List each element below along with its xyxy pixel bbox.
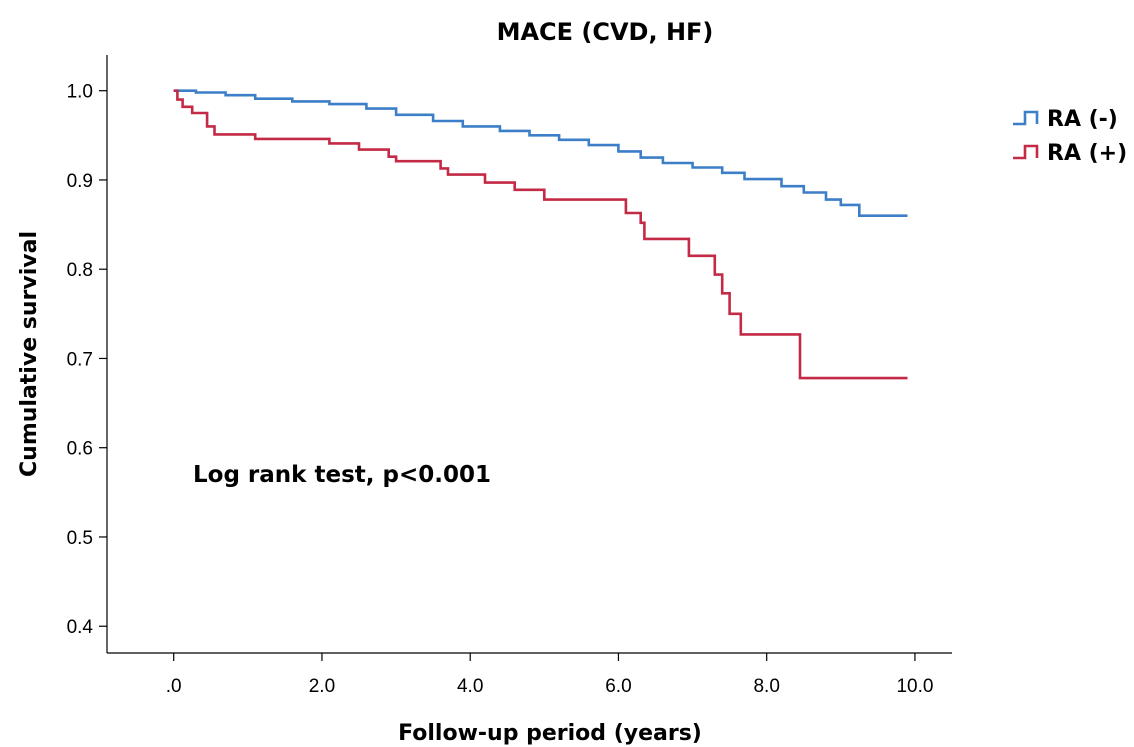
legend-label-ra-negative: RA (-) (1047, 107, 1118, 132)
x-tick-label: 2.0 (309, 676, 335, 697)
chart-title: MACE (CVD, HF) (497, 18, 714, 46)
x-tick-label: .0 (166, 676, 182, 697)
x-tick-label: 6.0 (605, 676, 631, 697)
x-ticks: .0 2.0 4.0 6.0 8.0 10.0 (166, 653, 933, 697)
legend-label-ra-positive: RA (+) (1047, 141, 1127, 166)
y-tick-label: 0.6 (67, 439, 93, 460)
y-tick-label: 0.9 (67, 171, 93, 192)
x-axis-label: Follow-up period (years) (398, 721, 702, 746)
y-axis-label: Cumulative survival (17, 231, 42, 477)
y-tick-label: 1.0 (67, 82, 93, 103)
x-tick-label: 10.0 (896, 676, 933, 697)
y-tick-label: 0.8 (67, 260, 93, 281)
series-line-ra-positive (173, 89, 908, 380)
y-tick-label: 0.7 (67, 349, 93, 370)
series-line-ra-negative (173, 89, 908, 217)
y-ticks: 0.4 0.5 0.6 0.7 0.8 0.9 1.0 (67, 82, 107, 638)
y-tick-label: 0.4 (67, 617, 94, 638)
legend-symbol-ra-negative (1013, 110, 1039, 126)
series-layer (173, 89, 908, 380)
plot-axes (106, 55, 952, 654)
y-tick-label: 0.5 (67, 528, 93, 549)
x-tick-label: 4.0 (457, 676, 483, 697)
legend-symbol-ra-positive (1013, 144, 1039, 160)
legend: RA (-) RA (+) (1013, 107, 1127, 166)
log-rank-annotation: Log rank test, p<0.001 (193, 462, 491, 488)
x-tick-label: 8.0 (753, 676, 779, 697)
